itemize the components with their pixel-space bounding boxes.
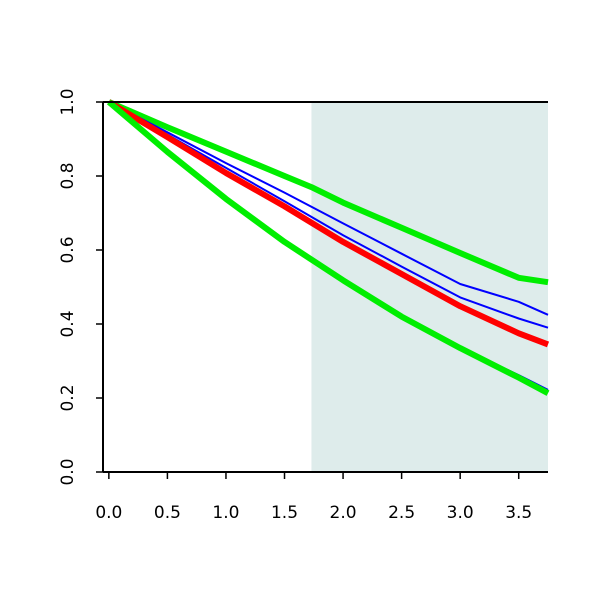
- y-tick-label: 0.6: [58, 236, 78, 263]
- x-tick-label: 1.5: [271, 503, 298, 523]
- series-line-2: [108, 101, 549, 316]
- series-line-4: [107, 99, 550, 348]
- y-tick-label: 0.2: [58, 384, 78, 411]
- x-axis-ticks: 0.0 0.5 1.0 1.5 2.0 2.5 3.0 3.5: [95, 472, 532, 523]
- x-tick-label: 1.0: [212, 503, 239, 523]
- series-layer: [106, 99, 550, 396]
- x-tick-label: 0.5: [154, 503, 181, 523]
- axes-layer: [102, 101, 548, 473]
- y-axis-ticks: 0.0 0.2 0.4 0.6 0.8 1.0: [58, 88, 103, 486]
- y-tick-label: 1.0: [58, 88, 78, 115]
- y-tick-label: 0.4: [58, 310, 78, 337]
- x-tick-label: 0.0: [95, 503, 122, 523]
- series-line-1: [107, 99, 549, 286]
- x-tick-label: 2.5: [388, 503, 415, 523]
- x-tick-label: 2.0: [330, 503, 357, 523]
- y-tick-label: 0.0: [58, 458, 78, 485]
- series-line-6: [106, 99, 550, 396]
- x-tick-label: 3.0: [447, 503, 474, 523]
- y-tick-label: 0.8: [58, 162, 78, 189]
- x-tick-label: 3.5: [505, 503, 532, 523]
